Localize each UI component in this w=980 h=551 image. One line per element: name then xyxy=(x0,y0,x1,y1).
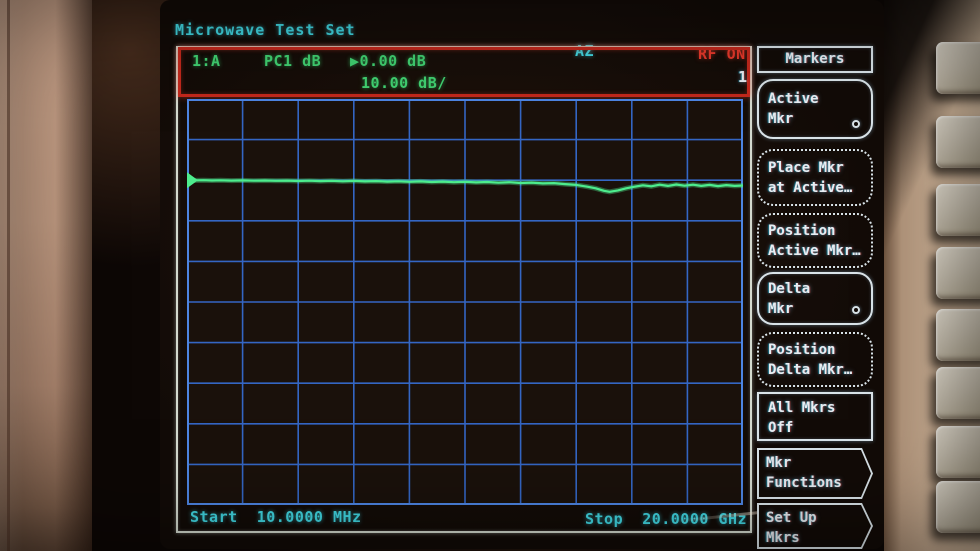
screen-title: Microwave Test Set xyxy=(175,21,356,39)
stop-frequency: Stop 20.0000 GHz xyxy=(585,510,748,528)
right-chassis-panel xyxy=(884,0,980,551)
softkey-button-5[interactable] xyxy=(936,309,980,361)
softkey-button-4[interactable] xyxy=(936,247,980,299)
panel-seam xyxy=(7,0,10,551)
annotation-box xyxy=(178,47,750,97)
softkey-label-mkr-functions[interactable]: Mkr Functions xyxy=(757,448,873,499)
ref-marker-icon: ▶ xyxy=(350,52,360,70)
scale-readout: 10.00 dB/ xyxy=(361,74,447,92)
softkey-label-place-mkr[interactable]: Place Mkr at Active… xyxy=(757,149,873,206)
submenu-arrow-shape: Mkr Functions xyxy=(759,450,871,497)
softkey-button-2[interactable] xyxy=(936,116,980,168)
graticule xyxy=(187,99,743,505)
softkey-button-7[interactable] xyxy=(936,426,980,478)
softkey-label-delta-mkr[interactable]: Delta Mkr xyxy=(757,272,873,325)
channel-label: 1:A xyxy=(192,52,221,70)
ref-level-readout: ▶0.00 dB xyxy=(350,52,427,70)
softkey-label-active-mkr[interactable]: Active Mkr xyxy=(757,79,873,139)
softkey-label-position-active-mkr[interactable]: Position Active Mkr… xyxy=(757,213,873,268)
softkey-button-1[interactable] xyxy=(936,42,980,94)
softkey-button-8[interactable] xyxy=(936,481,980,533)
start-frequency: Start 10.0000 MHz xyxy=(190,508,362,526)
softkey-label-all-mkrs-off[interactable]: All Mkrs Off xyxy=(757,392,873,441)
menu-title-markers: Markers xyxy=(757,46,873,73)
submenu-arrow-shape: Set Up Mkrs xyxy=(759,505,871,547)
measurement-mode: PC1 dB xyxy=(264,52,322,70)
softkey-button-6[interactable] xyxy=(936,367,980,419)
knob-indicator-icon xyxy=(852,306,860,314)
left-chassis-panel xyxy=(0,0,92,551)
knob-indicator-icon xyxy=(852,120,860,128)
softkey-button-3[interactable] xyxy=(936,184,980,236)
trace-number: 1 xyxy=(738,68,748,86)
softkey-label-set-up-mkrs[interactable]: Set Up Mkrs xyxy=(757,503,873,549)
softkey-label-position-delta-mkr[interactable]: Position Delta Mkr… xyxy=(757,332,873,387)
